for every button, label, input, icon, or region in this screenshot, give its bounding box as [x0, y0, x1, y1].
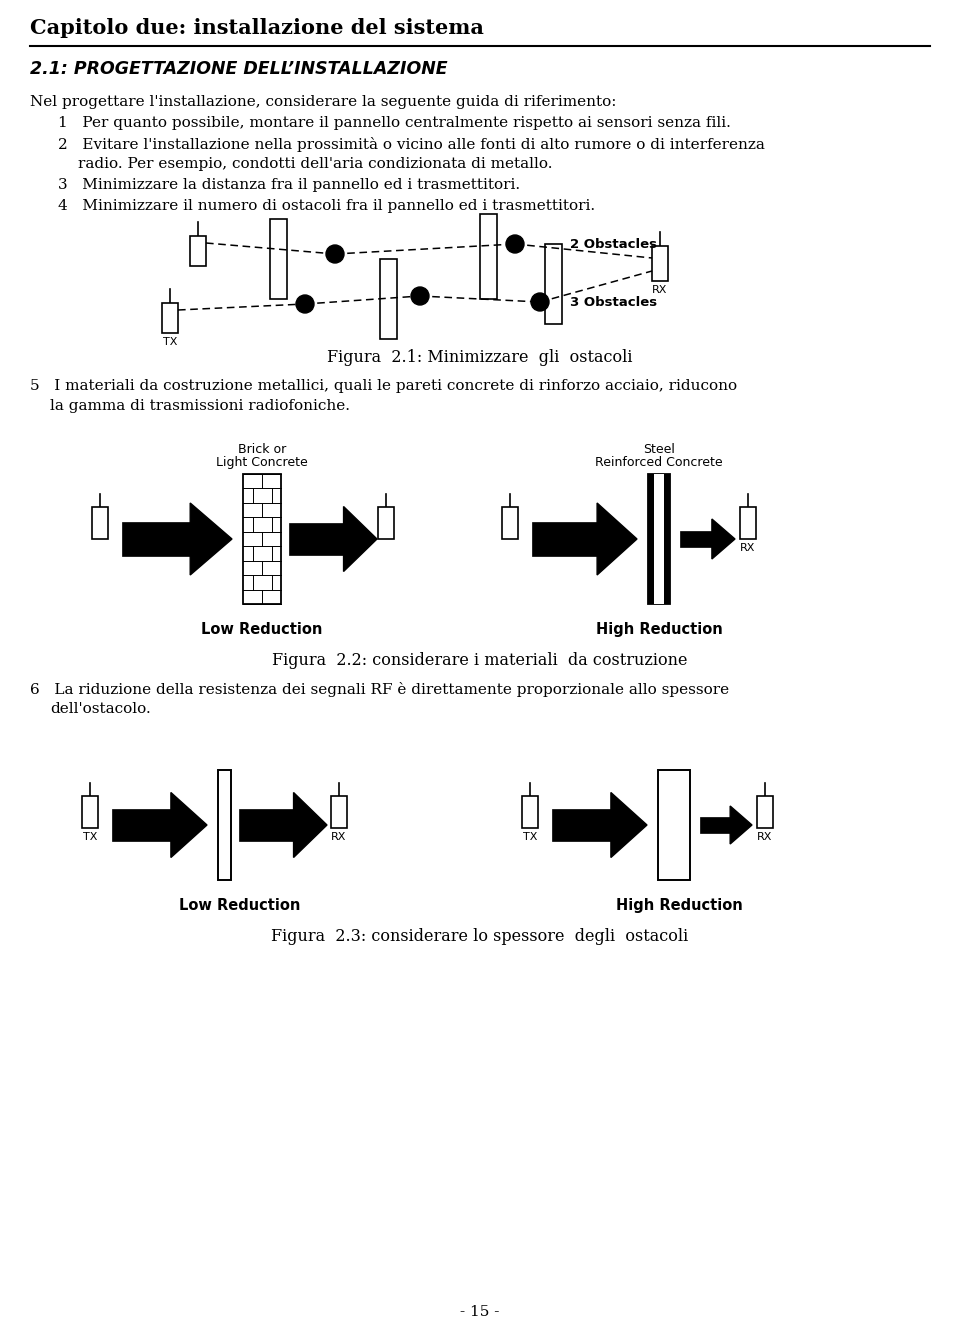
Circle shape	[296, 295, 314, 313]
Circle shape	[531, 293, 549, 311]
Bar	[652, 245, 668, 281]
Text: Capitolo due: installazione del sistema: Capitolo due: installazione del sistema	[30, 19, 484, 38]
Bar	[700, 817, 731, 833]
Bar	[92, 507, 108, 539]
Polygon shape	[344, 507, 377, 572]
Text: TX: TX	[523, 832, 538, 843]
Bar	[239, 809, 294, 840]
Bar	[378, 507, 394, 539]
Bar	[545, 244, 562, 324]
Text: Figura  2.2: considerare i materiali  da costruzione: Figura 2.2: considerare i materiali da c…	[273, 652, 687, 669]
Circle shape	[506, 235, 524, 253]
Bar	[243, 474, 281, 604]
Bar	[380, 259, 397, 338]
Text: Figura  2.3: considerare lo spessore  degli  ostacoli: Figura 2.3: considerare lo spessore degl…	[272, 928, 688, 945]
Bar	[648, 474, 670, 604]
Bar	[289, 523, 344, 555]
Text: dell'ostacolo.: dell'ostacolo.	[50, 702, 151, 717]
Bar	[532, 522, 597, 556]
Bar	[218, 770, 231, 880]
Circle shape	[326, 245, 344, 263]
Text: RX: RX	[652, 285, 668, 295]
Bar	[552, 809, 611, 840]
Bar	[480, 214, 497, 299]
Bar	[190, 236, 206, 265]
Circle shape	[411, 287, 429, 305]
Text: Low Reduction: Low Reduction	[179, 898, 300, 913]
Text: Reinforced Concrete: Reinforced Concrete	[595, 456, 723, 468]
Bar	[654, 474, 664, 604]
Text: Figura  2.1: Minimizzare  gli  ostacoli: Figura 2.1: Minimizzare gli ostacoli	[327, 349, 633, 366]
Bar	[270, 219, 287, 299]
Polygon shape	[171, 792, 207, 857]
Bar	[740, 507, 756, 539]
Text: Brick or: Brick or	[238, 443, 286, 456]
Text: radio. Per esempio, condotti dell'aria condizionata di metallo.: radio. Per esempio, condotti dell'aria c…	[78, 157, 553, 171]
Text: RX: RX	[740, 543, 756, 553]
Bar	[162, 303, 178, 333]
Polygon shape	[597, 503, 637, 575]
Text: RX: RX	[757, 832, 773, 843]
Text: RX: RX	[331, 832, 347, 843]
Bar	[680, 531, 712, 548]
Bar	[331, 796, 347, 828]
Text: Low Reduction: Low Reduction	[202, 622, 323, 637]
Bar	[502, 507, 518, 539]
Bar	[122, 522, 190, 556]
Polygon shape	[190, 503, 232, 575]
Text: 3 Obstacles: 3 Obstacles	[570, 296, 658, 308]
Bar	[757, 796, 773, 828]
Text: - 15 -: - 15 -	[460, 1304, 500, 1319]
Text: 2 Obstacles: 2 Obstacles	[570, 238, 657, 251]
Bar	[112, 809, 171, 840]
Text: 2   Evitare l'installazione nella prossimità o vicino alle fonti di alto rumore : 2 Evitare l'installazione nella prossimi…	[58, 137, 765, 153]
Text: High Reduction: High Reduction	[615, 898, 742, 913]
Text: High Reduction: High Reduction	[595, 622, 722, 637]
Bar	[82, 796, 98, 828]
Text: TX: TX	[163, 337, 178, 346]
Bar	[658, 770, 690, 880]
Polygon shape	[611, 792, 647, 857]
Text: 6   La riduzione della resistenza dei segnali RF è direttamente proporzionale al: 6 La riduzione della resistenza dei segn…	[30, 682, 730, 697]
Text: 4   Minimizzare il numero di ostacoli fra il pannello ed i trasmettitori.: 4 Minimizzare il numero di ostacoli fra …	[58, 199, 595, 214]
Polygon shape	[712, 519, 735, 559]
Polygon shape	[294, 792, 327, 857]
Text: 1   Per quanto possibile, montare il pannello centralmente rispetto ai sensori s: 1 Per quanto possibile, montare il panne…	[58, 115, 731, 130]
Text: Steel: Steel	[643, 443, 675, 456]
Text: 5   I materiali da costruzione metallici, quali le pareti concrete di rinforzo a: 5 I materiali da costruzione metallici, …	[30, 380, 737, 393]
Bar	[522, 796, 538, 828]
Text: 3   Minimizzare la distanza fra il pannello ed i trasmettitori.: 3 Minimizzare la distanza fra il pannell…	[58, 178, 520, 192]
Text: la gamma di trasmissioni radiofoniche.: la gamma di trasmissioni radiofoniche.	[50, 399, 350, 413]
Text: Nel progettare l'installazione, considerare la seguente guida di riferimento:: Nel progettare l'installazione, consider…	[30, 96, 616, 109]
Text: TX: TX	[83, 832, 97, 843]
Text: Light Concrete: Light Concrete	[216, 456, 308, 468]
Polygon shape	[731, 805, 752, 844]
Text: 2.1: PROGETTAZIONE DELL’INSTALLAZIONE: 2.1: PROGETTAZIONE DELL’INSTALLAZIONE	[30, 60, 447, 78]
